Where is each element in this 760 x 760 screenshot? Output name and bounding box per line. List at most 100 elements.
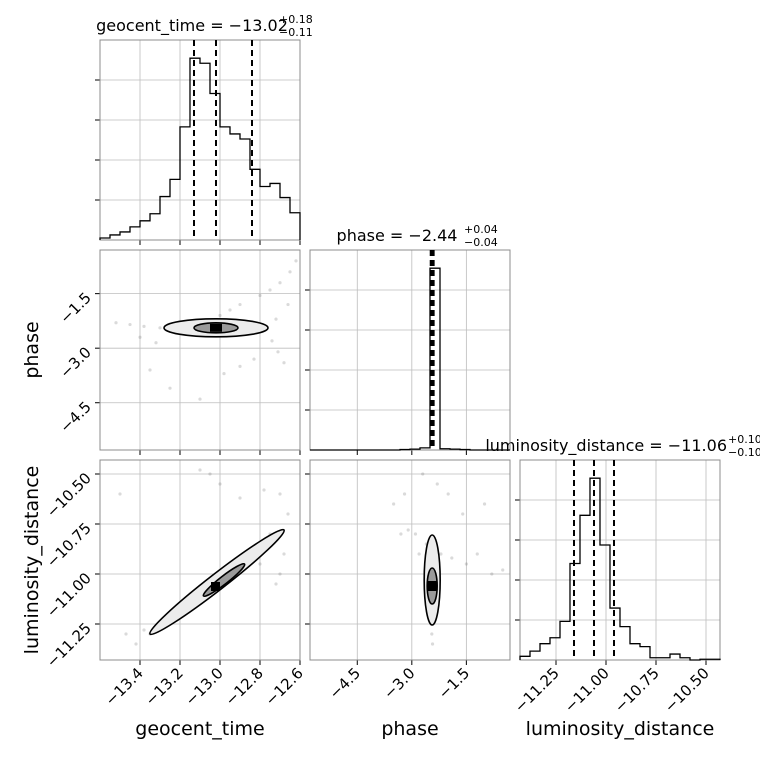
xtick-label-luminosity_distance: −10.75 <box>611 664 663 716</box>
scatter-point <box>154 341 158 345</box>
xtick-label-geocent_time: −13.4 <box>102 664 147 709</box>
scatter-point <box>294 259 298 263</box>
scatter-point <box>238 364 242 368</box>
scatter-point <box>270 339 274 343</box>
density-peak <box>427 581 438 591</box>
scatter-point <box>252 357 256 361</box>
xlabel-luminosity-distance: luminosity_distance <box>526 718 715 740</box>
xtick-label-geocent_time: −13.2 <box>142 664 187 709</box>
xtick-label-luminosity_distance: −11.00 <box>561 664 613 716</box>
ytick-label-luminosity_distance: −11.25 <box>43 619 95 671</box>
scatter-point <box>282 361 286 365</box>
title-phase-plus: +0.04 <box>464 223 498 236</box>
scatter-point <box>501 568 505 572</box>
scatter-point <box>238 302 242 307</box>
scatter-point <box>278 492 282 496</box>
scatter-point <box>198 468 202 472</box>
xtick-label-geocent_time: −12.8 <box>222 664 267 709</box>
title-phase-minus: −0.04 <box>464 236 498 249</box>
ytick-label-phase: −4.5 <box>56 398 94 436</box>
scatter-point <box>134 642 138 646</box>
scatter-point <box>276 350 280 354</box>
title-luminosity-distance-minus: −0.10 <box>728 446 760 459</box>
scatter-point <box>168 386 172 390</box>
xtick-label-phase: −4.5 <box>326 664 364 702</box>
scatter-point <box>208 472 212 476</box>
panel-frame <box>99 249 301 451</box>
scatter-point <box>228 308 232 312</box>
scatter-point <box>274 582 278 586</box>
scatter-point <box>278 281 282 285</box>
ylabel-luminosity-distance: luminosity_distance <box>21 466 43 655</box>
scatter-point <box>482 502 487 506</box>
title-phase: phase = −2.44 <box>337 226 458 245</box>
panel-geocent_time-luminosity_distance <box>95 459 301 665</box>
density-peak <box>211 582 220 591</box>
panel-phase-phase <box>305 249 511 455</box>
panel-frame <box>309 249 511 451</box>
scatter-point <box>238 496 242 500</box>
panel-luminosity_distance-luminosity_distance <box>515 459 721 665</box>
scatter-point <box>430 642 435 646</box>
scatter-point <box>439 552 443 556</box>
panel-geocent_time-geocent_time <box>95 39 301 245</box>
ytick-label-luminosity_distance: −10.75 <box>43 519 95 571</box>
scatter-point <box>138 335 142 339</box>
ylabel-phase: phase <box>21 321 43 378</box>
scatter-point <box>446 492 450 496</box>
scatter-point <box>158 326 162 330</box>
scatter-point <box>413 532 418 536</box>
title-geocent-time-plus: +0.18 <box>279 13 313 26</box>
scatter-point <box>282 552 286 556</box>
xtick-label-geocent_time: −13.0 <box>182 664 227 709</box>
title-luminosity-distance-plus: +0.10 <box>728 433 760 446</box>
scatter-point <box>274 317 278 321</box>
xtick-label-phase: −1.5 <box>435 664 473 702</box>
scatter-point <box>278 572 282 576</box>
title-geocent-time: geocent_time = −13.02 <box>96 16 288 36</box>
scatter-point <box>288 270 292 274</box>
scatter-point <box>392 502 396 506</box>
scatter-point <box>268 288 272 292</box>
density-peak <box>210 323 222 332</box>
scatter-point <box>124 632 128 636</box>
ytick-label-phase: −3.0 <box>56 343 94 381</box>
scatter-point <box>435 482 439 486</box>
scatter-point <box>464 562 468 566</box>
scatter-point <box>475 552 479 556</box>
scatter-point <box>399 532 403 536</box>
scatter-point <box>417 552 421 556</box>
scatter-point <box>198 397 202 401</box>
panel-frame <box>99 459 301 661</box>
scatter-point <box>461 512 465 516</box>
scatter-point <box>258 562 262 566</box>
scatter-point <box>490 572 494 576</box>
scatter-point <box>286 512 290 516</box>
panel-frame <box>519 459 721 661</box>
ytick-label-luminosity_distance: −11.00 <box>43 569 95 621</box>
scatter-point <box>262 488 266 492</box>
scatter-point <box>128 322 132 327</box>
ytick-label-phase: −1.5 <box>56 289 94 327</box>
panel-frame <box>309 459 511 661</box>
scatter-point <box>142 628 146 632</box>
panel-frame <box>99 39 301 241</box>
scatter-point <box>148 368 152 372</box>
title-geocent-time-minus: −0.11 <box>279 26 313 39</box>
scatter-point <box>118 492 122 496</box>
scatter-point <box>421 472 425 476</box>
scatter-point <box>406 528 410 532</box>
scatter-point <box>218 313 222 318</box>
histogram-phase <box>310 267 510 451</box>
scatter-point <box>286 302 290 307</box>
histogram-luminosity_distance <box>519 477 721 661</box>
ytick-label-luminosity_distance: −10.50 <box>43 469 95 521</box>
histogram-geocent_time <box>99 57 301 240</box>
xtick-label-luminosity_distance: −10.50 <box>661 664 713 716</box>
scatter-point <box>450 556 454 560</box>
panel-phase-luminosity_distance <box>305 459 511 665</box>
scatter-point <box>430 632 434 636</box>
scatter-point <box>402 492 407 496</box>
scatter-point <box>142 324 146 328</box>
